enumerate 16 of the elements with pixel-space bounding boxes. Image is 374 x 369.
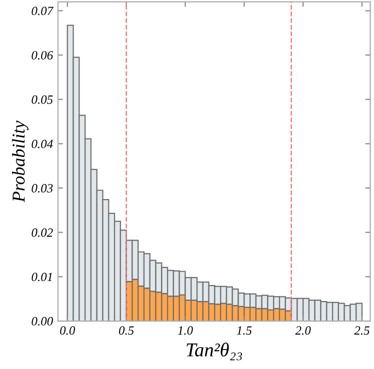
x-tick-label: 0.5 (118, 326, 134, 335)
y-tick-label: 0.05 (32, 95, 53, 104)
x-axis-title: Tan²θ₂₃ (186, 342, 242, 360)
y-axis-title: Probability (12, 120, 28, 202)
y-tick-label: 0.04 (32, 140, 53, 148)
y-tick-label: 0.03 (32, 184, 53, 193)
y-tick-label: 0.01 (32, 272, 52, 282)
x-tick-label: 0.0 (60, 326, 76, 335)
y-tick-label: 0.00 (32, 317, 53, 326)
x-tick-label: 2.0 (295, 326, 311, 335)
x-tick-label: 1.5 (236, 326, 252, 335)
y-tick-label: 0.06 (32, 51, 54, 60)
x-tick-label: 1.0 (178, 326, 193, 335)
y-tick-label: 0.07 (32, 6, 54, 16)
y-tick-label: 0.02 (32, 228, 53, 237)
x-tick-label: 2.5 (354, 326, 370, 335)
